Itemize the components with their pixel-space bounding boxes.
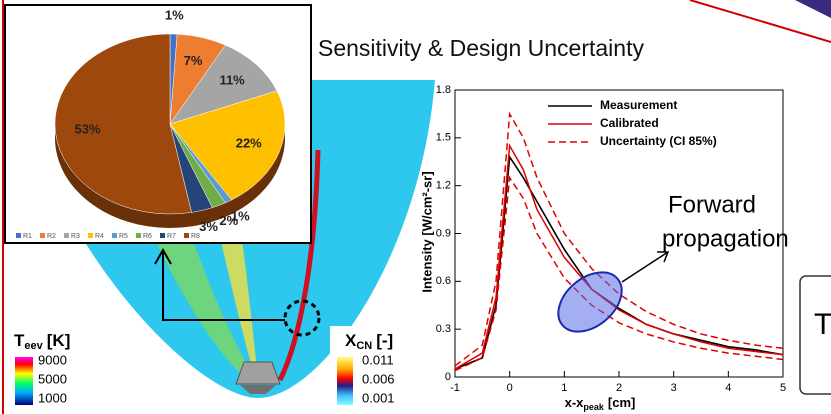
- x-tick-label: 2: [616, 382, 622, 394]
- data-label: 3%: [199, 219, 218, 234]
- y-axis-label: Intensity [W/cm²-sr]: [419, 171, 434, 292]
- data-label: 2%: [219, 213, 238, 228]
- legend-swatch: [160, 233, 165, 238]
- legend-swatch: [40, 233, 45, 238]
- capsule: [240, 385, 276, 394]
- y-tick-label: 0.3: [436, 323, 451, 335]
- legend-label: R5: [119, 233, 128, 240]
- legend-swatch: [112, 233, 117, 238]
- legend-label: R7: [167, 233, 176, 240]
- pie-chart: 1%7%11%22%1%2%3%53%R1 R2 R3 R4 R5 R6 R7 R8: [16, 7, 286, 240]
- legend-label: Uncertainty (CI 85%): [600, 134, 717, 148]
- legend-swatch: [136, 233, 141, 238]
- shock-layer: [277, 149, 321, 382]
- connector: [162, 252, 285, 321]
- x-tick-label: 0: [507, 382, 513, 394]
- legend-swatch: [184, 233, 189, 238]
- annotation-arrow: [621, 251, 669, 283]
- annotation: propagation: [662, 225, 789, 252]
- legend-label: R4: [95, 233, 104, 240]
- colorbar-tick-label: 0.011: [362, 352, 394, 367]
- y-tick-label: 1.2: [436, 180, 451, 192]
- region-marker: [283, 299, 321, 337]
- colorbar-tick-label: 1000: [38, 390, 67, 405]
- slide-title: Sensitivity & Design Uncertainty: [318, 35, 644, 61]
- data-label: 53%: [75, 122, 101, 137]
- y-tick-label: 1.8: [436, 84, 451, 96]
- data-label: 1%: [231, 208, 250, 223]
- frame-line: [689, 0, 831, 43]
- pie-slice: [169, 90, 286, 201]
- data-label: 22%: [236, 135, 262, 150]
- colorbar: [337, 357, 353, 405]
- legend-swatch: [64, 233, 69, 238]
- y-tick-label: 1.5: [436, 132, 451, 144]
- colorbar-title: Teev [K]: [14, 331, 70, 351]
- colorbar-title: XCN [-]: [345, 331, 393, 351]
- annotation: Forward: [668, 191, 756, 218]
- arrowhead: [657, 251, 670, 263]
- legend-label: Calibrated: [600, 116, 659, 130]
- pie-slice: [169, 44, 278, 125]
- cutoff-box: [799, 275, 831, 395]
- x-tick-label: -1: [450, 382, 460, 394]
- legend-label: R1: [23, 233, 32, 240]
- legend-label: R8: [191, 233, 200, 240]
- pie-slice: [54, 33, 192, 215]
- colorbar-tick-label: 0.006: [362, 371, 395, 386]
- data-label: 7%: [184, 53, 203, 68]
- legend-label: Measurement: [600, 98, 677, 112]
- legend-label: R3: [71, 233, 80, 240]
- legend-swatch: [88, 233, 93, 238]
- y-tick-label: 0.9: [436, 227, 451, 239]
- y-tick-label: 0.6: [436, 275, 451, 287]
- data-label: 11%: [219, 73, 245, 88]
- capsule: [235, 361, 281, 385]
- highlight-ellipse: [557, 271, 623, 333]
- legend-label: R2: [47, 233, 56, 240]
- cutoff-box-text: T: [814, 308, 831, 341]
- corner-shape: [795, 0, 831, 18]
- data-label: 1%: [165, 7, 184, 22]
- x-axis-label: x-xpeak [cm]: [565, 395, 636, 412]
- x-tick-label: 3: [671, 382, 677, 394]
- colorbar: [15, 357, 33, 405]
- x-tick-label: 4: [725, 382, 731, 394]
- x-tick-label: 5: [780, 382, 786, 394]
- arrowhead: [154, 247, 172, 265]
- line-chart: 00.30.60.91.21.51.8-1 0 1 2 3 4 5MeasurementCa…: [436, 84, 786, 394]
- y-tick-label: 0: [445, 371, 451, 383]
- x-tick-label: 1: [561, 382, 567, 394]
- legend-swatch: [16, 233, 21, 238]
- colorbar-tick-label: 9000: [38, 352, 67, 367]
- legend-label: R6: [143, 233, 152, 240]
- series-line: [454, 111, 784, 367]
- colorbar-tick-label: 5000: [38, 371, 67, 386]
- colorbar-tick-label: 0.001: [362, 390, 395, 405]
